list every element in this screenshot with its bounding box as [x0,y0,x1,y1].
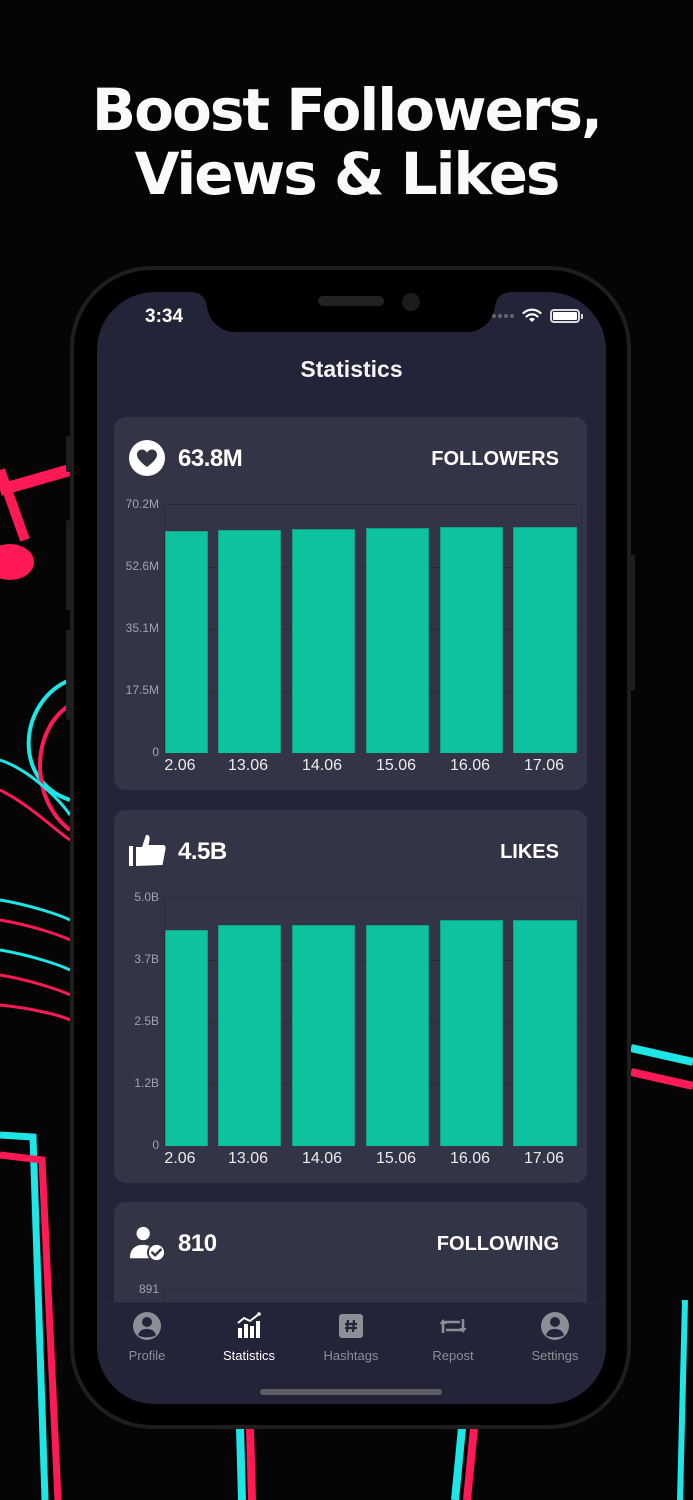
bars [165,898,581,1146]
y-tick: 0 [152,1138,159,1152]
y-tick: 17.5M [125,683,159,697]
user-check-icon [129,1226,166,1262]
y-tick: 1.2B [134,1076,159,1090]
x-tick: 15.06 [375,1150,417,1167]
x-tick: 13.06 [227,757,269,774]
card-header: 4.5B LIKES [114,810,587,894]
bar-16.06 [440,527,503,753]
wifi-icon [522,308,542,322]
followers-label: FOLLOWERS [431,448,559,470]
repost-icon [439,1319,467,1333]
front-camera [402,293,420,311]
status-icons [492,308,583,323]
battery-icon [550,308,583,323]
phone-side-button-volume-down [66,630,71,720]
tab-profile[interactable]: Profile [102,1311,192,1363]
tab-bar: Profile Statistics Hashtags [97,1302,606,1404]
bar-2.06 [165,929,208,1146]
following-label: FOLLOWING [436,1233,559,1255]
y-tick: 70.2M [125,497,159,511]
x-tick: 14.06 [301,1150,343,1167]
notch [193,292,509,332]
likes-card: 4.5B LIKES 5.0B 3.7B 2.5B 1.2B 0 2.06 13… [114,810,587,1183]
promo-headline: Boost Followers, Views & Likes [0,78,693,206]
bar-14.06 [292,924,355,1146]
x-tick: 2.06 [164,1150,196,1167]
y-tick: 891 [138,1282,159,1296]
speaker-grille [318,296,384,306]
person-circle-icon [541,1312,569,1340]
plot-area [164,504,582,753]
likes-bar-chart: 5.0B 3.7B 2.5B 1.2B 0 2.06 13.06 14.06 1… [114,890,587,1184]
x-tick: 2.06 [164,757,196,774]
bar-14.06 [292,529,355,753]
chart-icon [237,1312,261,1338]
phone-side-button-mute [66,436,71,472]
headline-line-2: Views & Likes [134,140,561,208]
y-tick: 2.5B [134,1014,159,1028]
tab-repost[interactable]: Repost [408,1311,498,1363]
bar-17.06 [513,526,577,753]
headline-line-1: Boost Followers, [91,76,603,144]
bar-17.06 [513,919,577,1146]
phone-side-button-power [630,555,635,690]
card-header: 810 FOLLOWING [114,1202,587,1286]
phone-screen: 3:34 Statistics 63.8M FOLLOWERS 70.2M 52… [97,292,606,1404]
x-tick: 15.06 [375,757,417,774]
bar-2.06 [165,530,208,753]
bar-15.06 [366,924,429,1146]
heart-icon [129,440,165,476]
likes-count: 4.5B [178,838,227,865]
tab-label: Hashtags [323,1348,379,1363]
tab-settings[interactable]: Settings [510,1311,600,1363]
x-tick: 16.06 [449,757,491,774]
followers-count: 63.8M [178,445,243,472]
x-tick: 17.06 [523,757,565,774]
y-tick: 52.6M [125,559,159,573]
likes-label: LIKES [500,841,559,863]
person-circle-icon [133,1312,161,1340]
followers-card: 63.8M FOLLOWERS 70.2M 52.6M 35.1M 17.5M … [114,417,587,790]
tab-label: Statistics [222,1348,275,1363]
tab-label: Settings [531,1348,579,1363]
x-tick: 16.06 [449,1150,491,1167]
tab-statistics[interactable]: Statistics [204,1311,294,1363]
status-time: 3:34 [145,306,184,327]
followers-bar-chart: 70.2M 52.6M 35.1M 17.5M 0 2.06 13.06 14.… [114,497,587,791]
following-count: 810 [178,1230,217,1257]
home-indicator[interactable] [260,1389,442,1395]
tab-label: Repost [432,1348,474,1363]
tab-hashtags[interactable]: Hashtags [306,1311,396,1363]
x-tick: 14.06 [301,757,343,774]
thumbs-up-icon [129,834,166,866]
page-title: Statistics [300,356,403,382]
y-tick: 5.0B [134,890,159,904]
bar-13.06 [218,924,281,1146]
phone-side-button-volume-up [66,520,71,610]
x-tick: 13.06 [227,1150,269,1167]
y-tick: 35.1M [125,621,159,635]
bar-13.06 [218,530,281,753]
hashtag-icon [339,1314,363,1338]
tab-label: Profile [128,1348,166,1363]
bar-16.06 [440,919,503,1146]
x-tick: 17.06 [523,1150,565,1167]
y-tick: 0 [152,745,159,759]
card-header: 63.8M FOLLOWERS [114,417,587,501]
y-tick: 3.7B [134,952,159,966]
plot-area [164,897,582,1146]
bars [165,505,581,753]
bar-15.06 [366,527,429,753]
cellular-dots-icon [492,313,514,318]
